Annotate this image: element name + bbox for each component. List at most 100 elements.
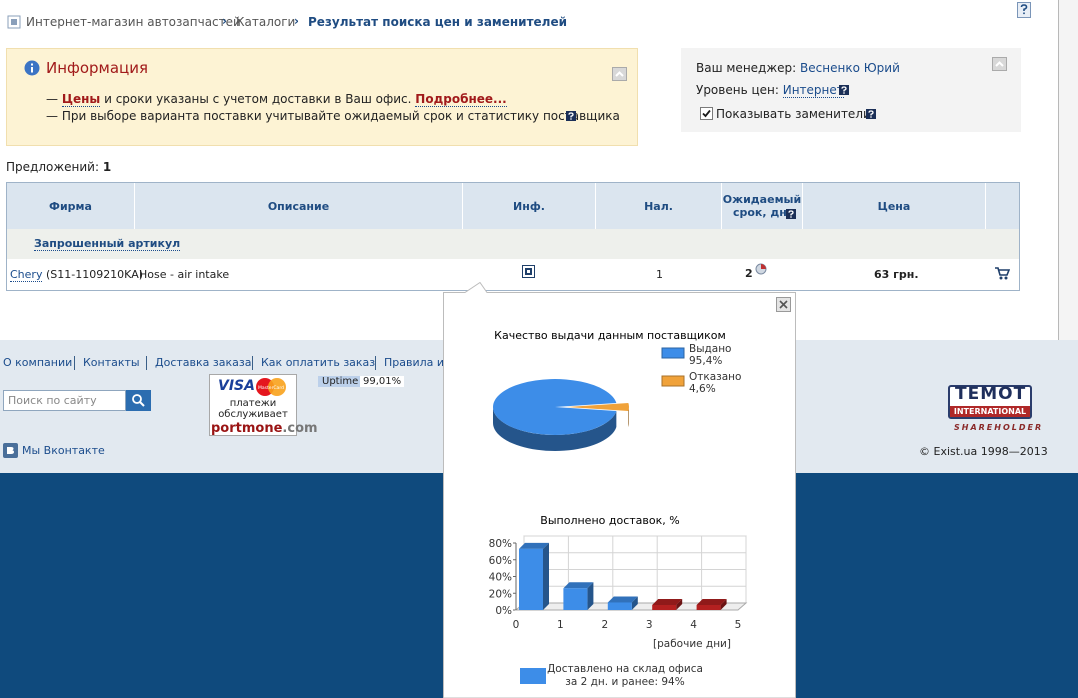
bar (696, 604, 721, 610)
label: Предложений: (6, 160, 100, 174)
stock: 1 (656, 268, 663, 281)
breadcrumb-sep: › (222, 14, 227, 28)
x-tick-label: 2 (601, 619, 608, 631)
collapse-button[interactable] (992, 57, 1007, 71)
price-level[interactable]: Интернет (782, 83, 844, 98)
info-box (6, 48, 638, 146)
breadcrumb-sep: › (294, 14, 299, 28)
label: Уровень цен: (696, 83, 779, 97)
bar (607, 602, 632, 610)
chart-title: Качество выдачи данным поставщиком (494, 329, 726, 342)
home-icon[interactable] (7, 15, 21, 29)
x-axis-label: [рабочие дни] (653, 638, 731, 650)
y-tick-label: 20% (489, 588, 512, 600)
column-header: Цена (803, 183, 986, 229)
bar-top (696, 598, 727, 605)
bar-top (519, 542, 549, 549)
label: Ваш менеджер: (696, 61, 797, 75)
footer-link[interactable]: Как оплатить заказ (252, 356, 383, 370)
checkbox-label[interactable]: Показывать заменители (716, 107, 871, 121)
mastercard-logo: MasterCard (256, 378, 286, 396)
column-header: Описание (135, 183, 463, 229)
table-header (7, 183, 1019, 229)
check-mark (702, 109, 711, 118)
x-tick-label: 5 (735, 619, 742, 631)
bar-side (543, 542, 549, 610)
y-tick-label: 60% (489, 555, 512, 567)
column-header: Инф. (463, 183, 596, 229)
bar-side (720, 598, 727, 610)
vk-icon[interactable] (3, 443, 18, 458)
offers: Предложений: 1 (6, 160, 111, 174)
info-title: Информация (46, 59, 149, 77)
x-tick-label: 0 (513, 619, 520, 631)
cart-button[interactable] (994, 266, 1010, 280)
description: Hose - air intake (139, 268, 230, 281)
footer-link[interactable]: Правила ис (375, 356, 458, 370)
more-link[interactable]: Подробнее... (415, 92, 507, 107)
bar (563, 588, 588, 610)
help-icon[interactable] (839, 85, 849, 95)
search-input[interactable]: Поиск по сайту (3, 390, 126, 411)
stats-button[interactable] (755, 263, 767, 275)
info-button[interactable] (522, 265, 535, 278)
info-line: — При выборе варианта поставки учитывайт… (46, 109, 620, 123)
vk-link[interactable]: Мы Вконтакте (22, 444, 105, 457)
logo-name: TEMOT (955, 384, 1027, 404)
bar-top (607, 596, 638, 603)
stats-popup: Качество выдачи данным поставщикомВыдано… (443, 282, 796, 698)
legend-swatch (520, 668, 546, 684)
footer-link[interactable]: Контакты (74, 356, 148, 370)
offers-count: 1 (102, 160, 112, 174)
y-tick-label: 80% (489, 538, 512, 550)
brand-link[interactable]: Chery (10, 268, 43, 282)
y-tick-label: 40% (489, 572, 512, 584)
help-icon[interactable] (866, 109, 876, 119)
legend-label: Выдано (689, 343, 731, 355)
collapse-button[interactable] (612, 67, 627, 81)
y-tick-label: 0% (495, 605, 512, 617)
legend-swatch (661, 375, 685, 387)
chart-title: Выполнено доставок, % (540, 514, 679, 527)
price-level-line: Уровень цен: Интернет (696, 83, 844, 98)
mastercard-text: MasterCard (258, 385, 284, 391)
uptime-value: 99,01% (360, 376, 405, 387)
footer-link[interactable]: Доставка заказа (146, 356, 259, 370)
prices-link[interactable]: Цены (61, 92, 101, 107)
bar-top (652, 598, 683, 605)
price: 63 грн. (874, 268, 919, 281)
x-tick-label: 3 (646, 619, 653, 631)
bar-top (563, 582, 594, 589)
info-icon (24, 60, 40, 76)
manager-name[interactable]: Весненко Юрий (800, 61, 900, 75)
bar (652, 604, 677, 610)
legend-label: Доставлено на склад офиса (547, 663, 703, 675)
group-title[interactable]: Запрошенный артикул (34, 237, 181, 251)
scroll-edge (1058, 0, 1078, 340)
help-icon[interactable] (786, 209, 796, 219)
portmone-brand: portmone (211, 421, 283, 436)
legend-label: Отказано (689, 371, 741, 383)
x-tick-label: 4 (690, 619, 697, 631)
breadcrumb-item[interactable]: Интернет-магазин автозапчастей (26, 15, 241, 29)
legend-swatch (661, 347, 685, 359)
help-icon[interactable] (1017, 2, 1031, 18)
x-tick-label: 1 (557, 619, 564, 631)
help-icon[interactable] (566, 111, 576, 121)
bar (519, 548, 543, 610)
popup-frame (443, 282, 796, 698)
close-button[interactable] (776, 297, 791, 312)
value-label: 95,4% (689, 355, 722, 367)
search-button[interactable] (126, 390, 151, 411)
manager-box (681, 48, 1021, 132)
value-label: 4,6% (689, 383, 716, 395)
footer-link[interactable]: О компании (3, 356, 73, 369)
logo-tag: SHAREHOLDER (954, 423, 1044, 432)
dash: — (46, 92, 58, 106)
logo-sub: INTERNATIONAL (950, 406, 1030, 417)
bar-side (631, 596, 638, 610)
breadcrumb-item[interactable]: Каталоги (236, 15, 296, 29)
breadcrumb-current: Результат поиска цен и заменителей (308, 15, 568, 29)
checkbox[interactable] (700, 107, 713, 120)
bar-side (676, 598, 683, 610)
